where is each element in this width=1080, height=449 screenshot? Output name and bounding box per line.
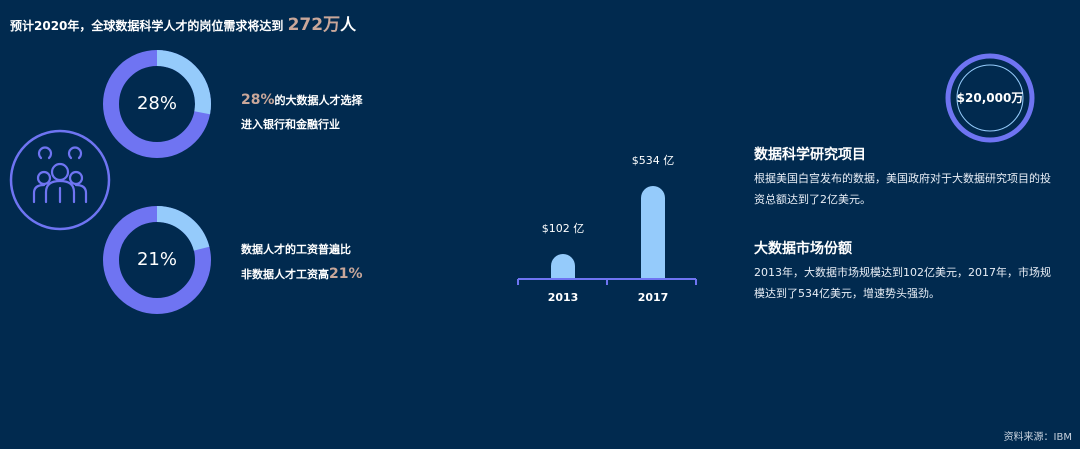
donut-percent-label: 28% bbox=[136, 93, 177, 114]
stat-text-salary: 数据人才的工资普遍比 非数据人才工资高21% bbox=[241, 238, 363, 287]
donut-percent-label: 21% bbox=[136, 249, 177, 270]
headline-prefix: 预计2020年，全球数据科学人才的岗位需求将达到 bbox=[10, 19, 288, 33]
bar-chart-canvas: $102 亿 2013 $534 亿 2017 bbox=[517, 154, 697, 304]
bar-value-label: $534 亿 bbox=[632, 154, 675, 167]
section-body: 2013年，大数据市场规模达到102亿美元，2017年，市场规模达到了534亿美… bbox=[754, 266, 1051, 300]
stat-highlight: 21% bbox=[329, 266, 363, 282]
people-group-icon bbox=[8, 128, 112, 232]
headline-unit: 人 bbox=[340, 15, 357, 34]
stat-text-finance: 28%的大数据人才选择 进入银行和金融行业 bbox=[241, 88, 363, 137]
bar bbox=[641, 186, 665, 278]
budget-badge: $20,000万 bbox=[944, 52, 1036, 144]
donut-share-arc bbox=[103, 50, 211, 158]
donut-chart-salary: 21% bbox=[101, 204, 213, 316]
bar-value-label: $102 亿 bbox=[542, 222, 585, 235]
x-tick-label: 2017 bbox=[638, 291, 669, 304]
stat-line: 数据人才的工资普遍比 bbox=[241, 243, 351, 256]
x-tick-label: 2013 bbox=[548, 291, 579, 304]
stat-highlight: 28% bbox=[241, 92, 275, 108]
donut-ring-finance bbox=[103, 50, 211, 158]
stat-line: 的大数据人才选择 bbox=[274, 94, 363, 107]
section-research: 数据科学研究项目 根据美国白宫发布的数据，美国政府对于大数据研究项目的投资总额达… bbox=[754, 144, 1054, 210]
donut-share-arc bbox=[103, 206, 211, 314]
budget-amount: $20,000万 bbox=[956, 91, 1024, 105]
donut-ring-salary bbox=[103, 206, 211, 314]
donut-chart-finance: 28% bbox=[101, 48, 213, 160]
section-market: 大数据市场份额 2013年，大数据市场规模达到102亿美元，2017年，市场规模… bbox=[754, 238, 1054, 304]
market-size-bar-chart: $102 亿 2013 $534 亿 2017 bbox=[510, 150, 710, 310]
section-title: 大数据市场份额 bbox=[754, 241, 852, 257]
headline-number: 272万 bbox=[287, 15, 341, 35]
stat-line: 进入银行和金融行业 bbox=[241, 118, 340, 131]
stat-line: 非数据人才工资高 bbox=[241, 268, 329, 281]
section-body: 根据美国白宫发布的数据，美国政府对于大数据研究项目的投资总额达到了2亿美元。 bbox=[754, 172, 1051, 206]
section-title: 数据科学研究项目 bbox=[754, 147, 866, 163]
source-note: 资料来源：IBM bbox=[1003, 432, 1072, 443]
headline: 预计2020年，全球数据科学人才的岗位需求将达到 272万人 bbox=[10, 10, 356, 35]
bar bbox=[551, 254, 575, 278]
